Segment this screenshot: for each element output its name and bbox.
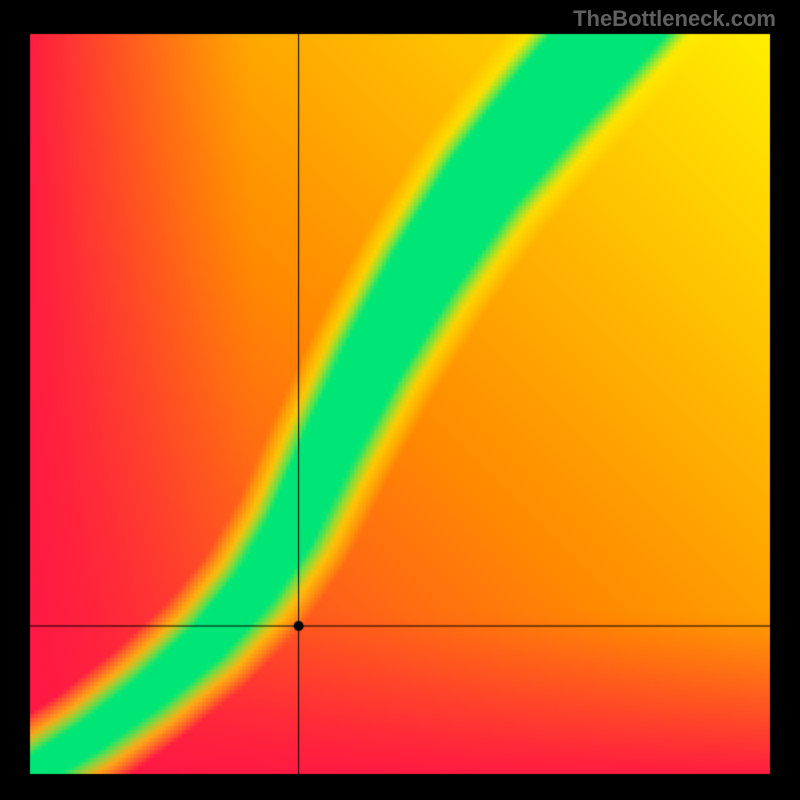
bottleneck-heatmap xyxy=(0,0,800,800)
watermark-text: TheBottleneck.com xyxy=(573,6,776,32)
